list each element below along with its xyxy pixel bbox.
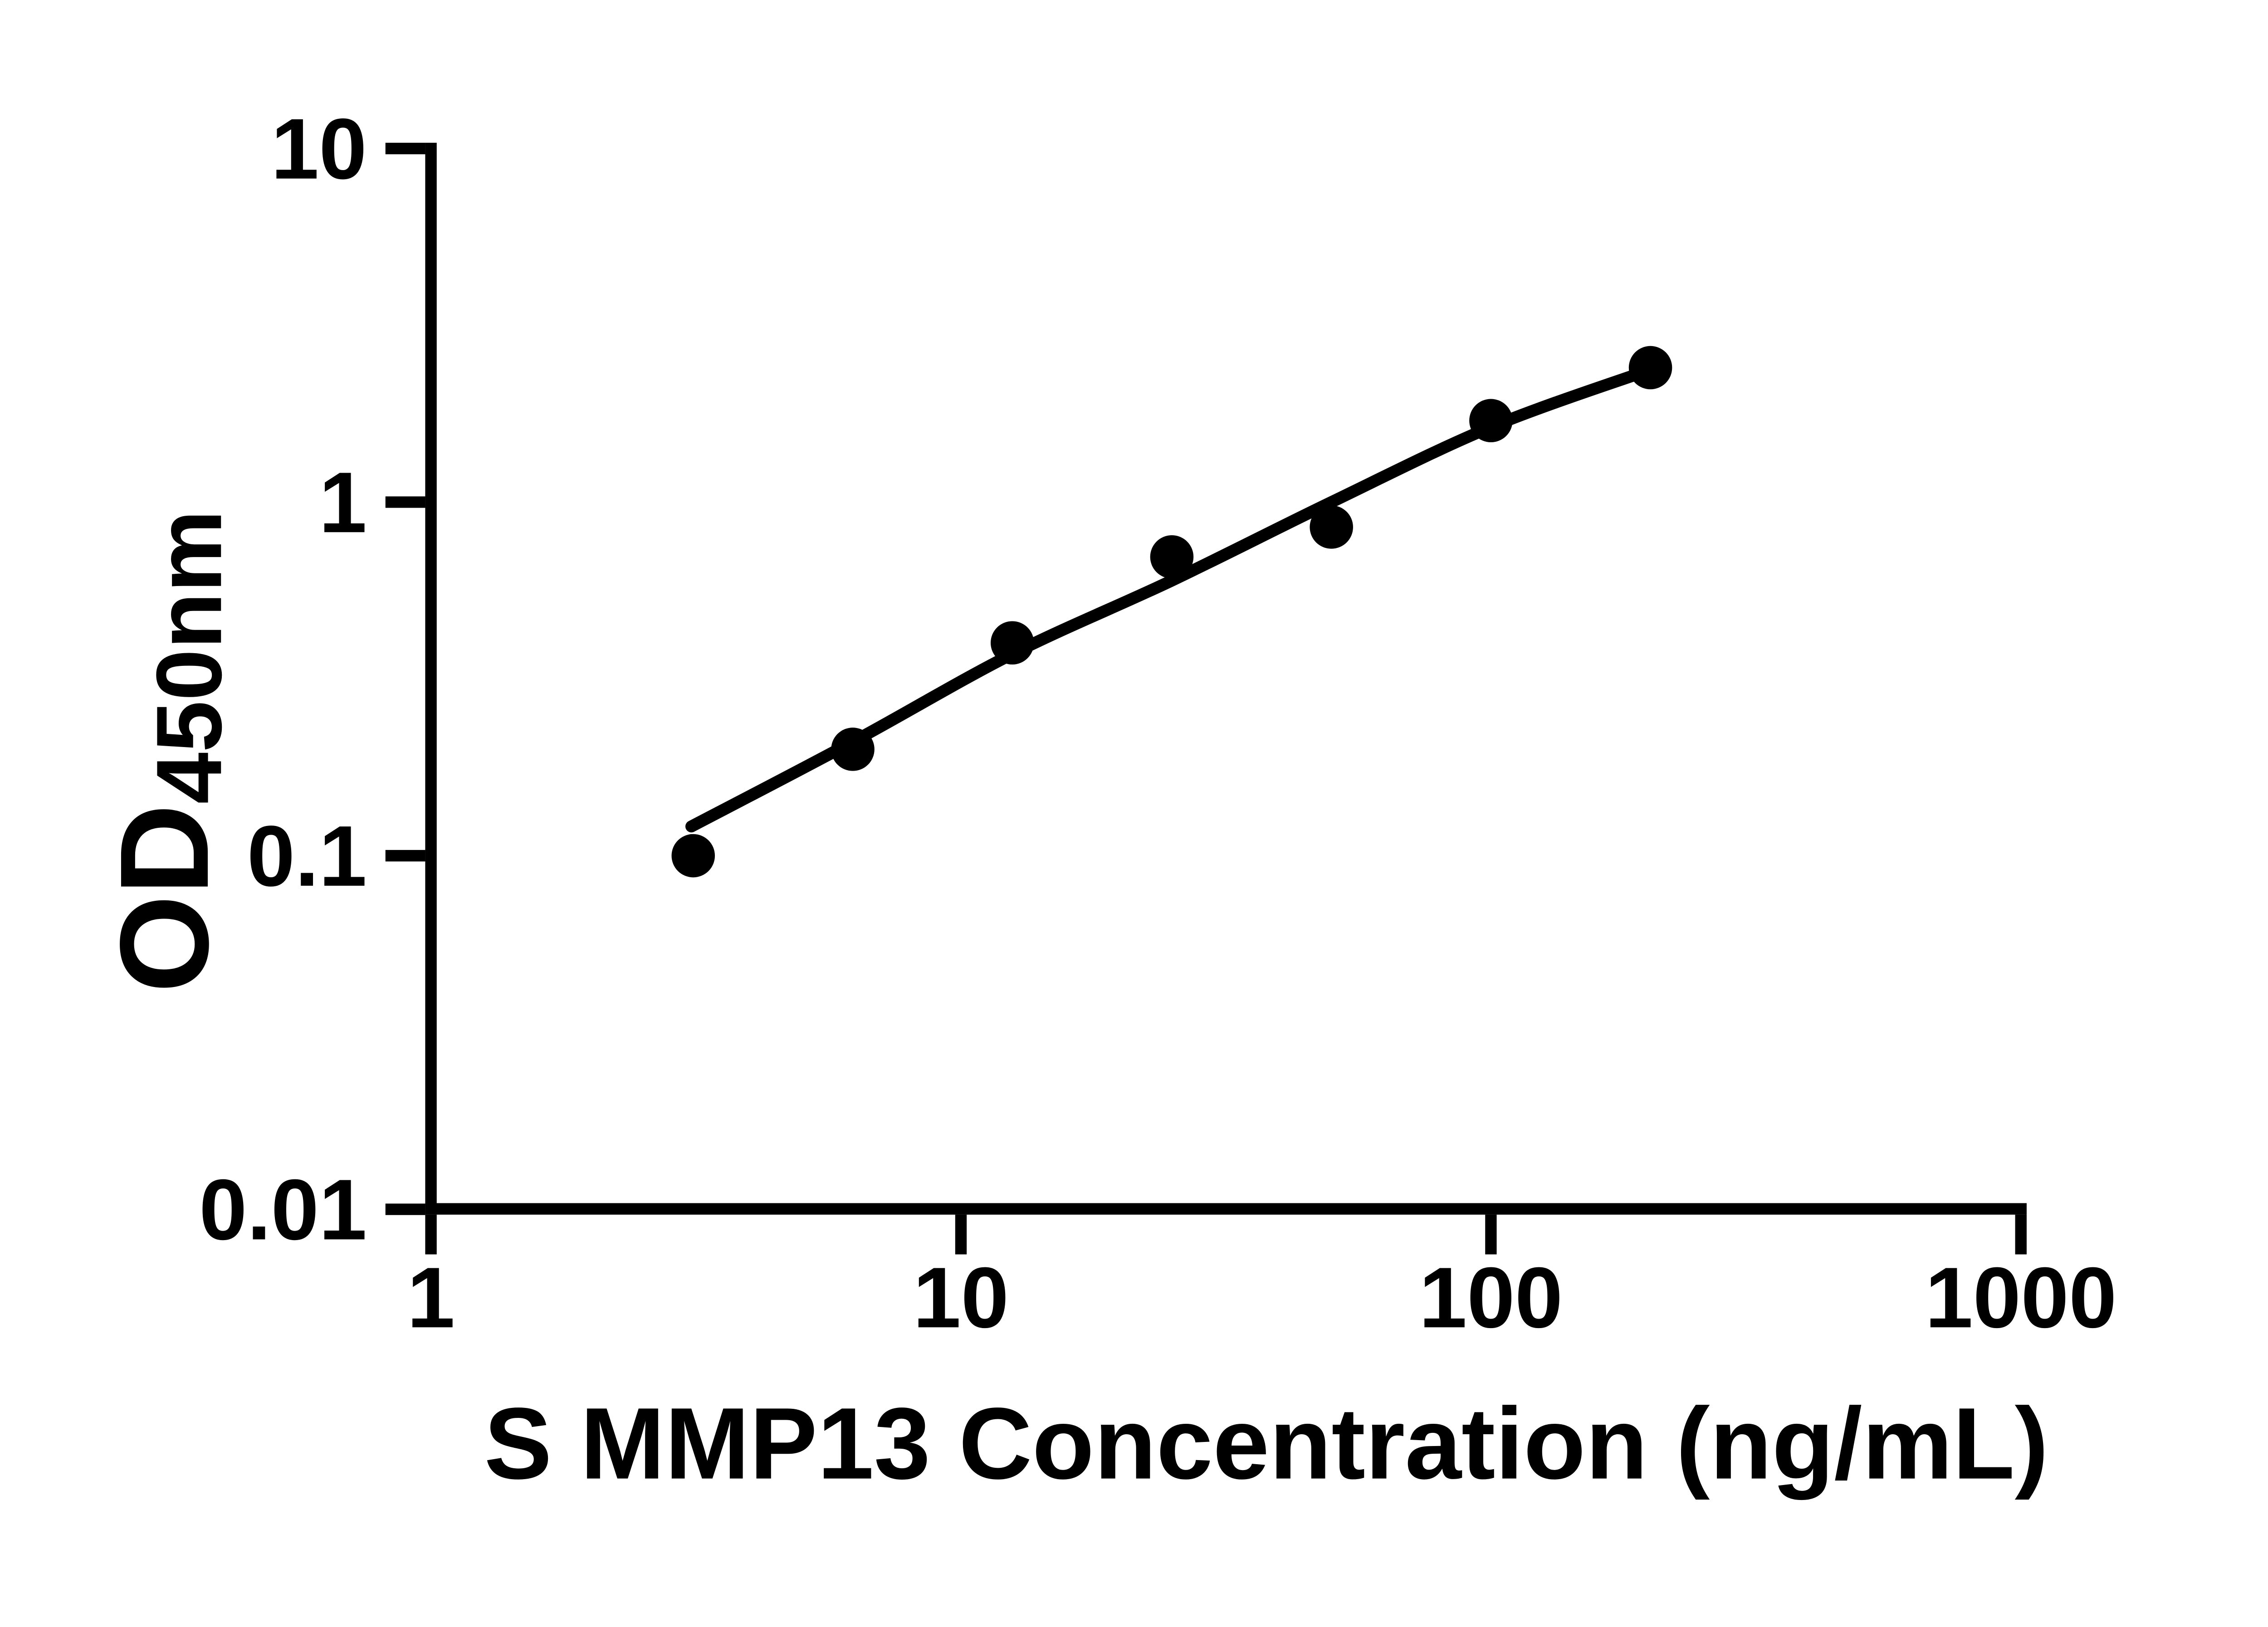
axes — [425, 142, 2027, 1215]
y-tick-label: 0.01 — [199, 1162, 367, 1258]
data-point — [1469, 399, 1513, 443]
data-point — [1150, 535, 1194, 579]
data-point — [671, 834, 715, 878]
data-points — [671, 346, 1672, 878]
x-tick-label: 1 — [407, 1250, 455, 1346]
x-axis-title: S MMP13 Concentration (ng/mL) — [484, 1387, 2048, 1500]
x-tick-label: 10 — [913, 1250, 1009, 1346]
elisa-standard-curve-chart: 10 1 0.1 0.01 1 10 100 1000 S MMP13 Concentrati… — [94, 101, 2117, 1500]
data-point — [1628, 346, 1672, 390]
tick-marks-and-labels: 10 1 0.1 0.01 1 10 100 1000 — [199, 101, 2117, 1346]
x-tick-label: 100 — [1419, 1250, 1563, 1346]
data-point — [990, 621, 1034, 665]
y-tick-label: 10 — [271, 101, 367, 197]
y-axis-title-main: OD — [94, 804, 235, 993]
x-tick-label: 1000 — [1925, 1250, 2117, 1346]
y-axis-title: OD450nm — [94, 510, 241, 993]
data-point — [831, 728, 875, 771]
y-tick-label: 0.1 — [247, 808, 367, 904]
data-point — [1310, 505, 1353, 549]
figure-page: 10 1 0.1 0.01 1 10 100 1000 S MMP13 Concentrati… — [94, 101, 2117, 1500]
y-axis-title-subscript: 450nm — [137, 510, 241, 804]
y-tick-label: 1 — [319, 454, 367, 551]
